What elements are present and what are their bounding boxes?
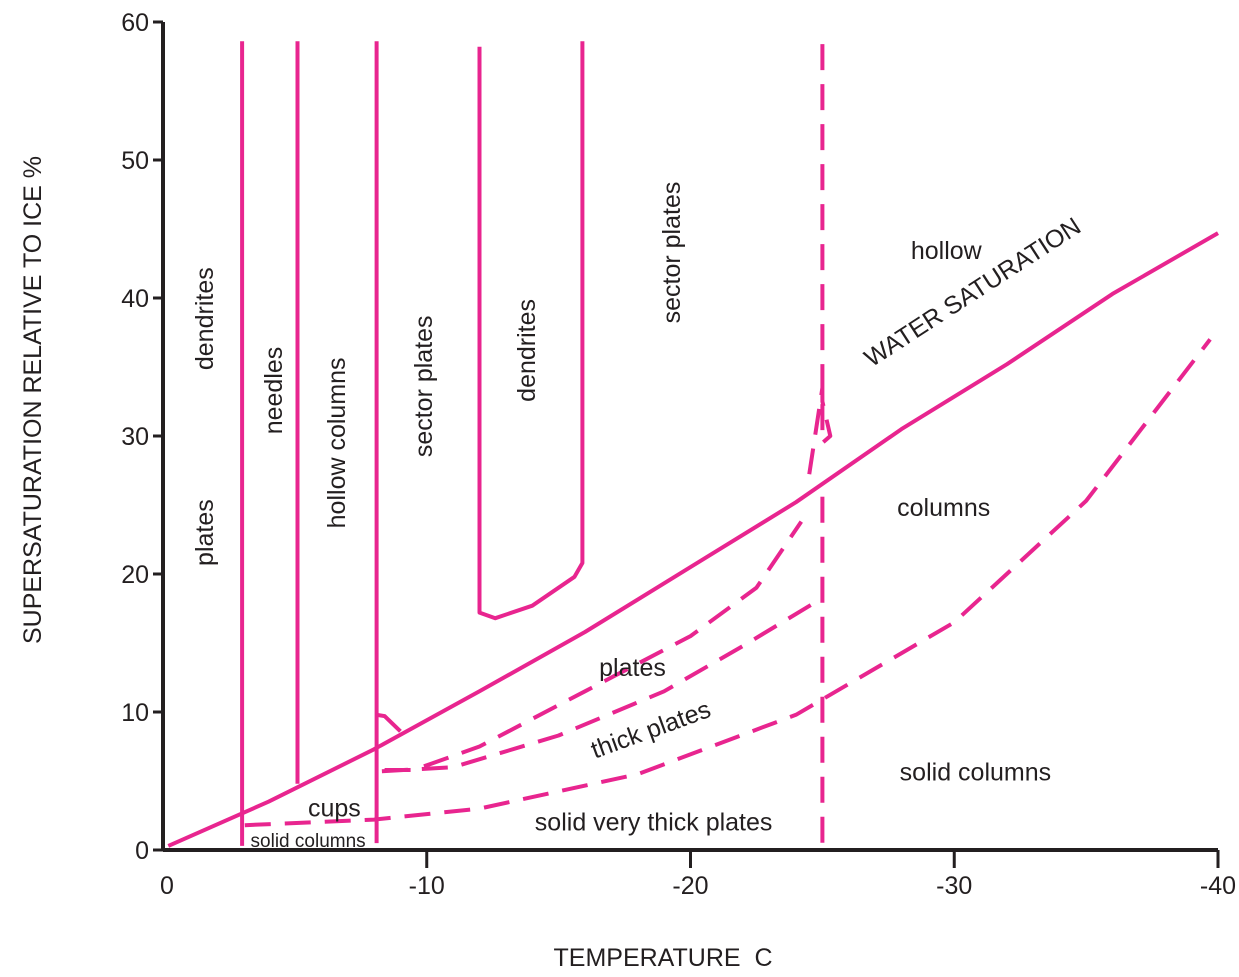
region-label: sector plates [658,182,686,324]
region-label: cups [308,795,361,823]
region-label: columns [897,494,990,522]
dashed-boundary-7 [384,520,803,772]
y-axis-title: SUPERSATURATION RELATIVE TO ICE % [19,156,47,644]
region-label: solid very thick plates [535,808,773,836]
y-tick-label: 0 [135,837,149,865]
region-label: plates [599,654,666,682]
solid-boundary-4 [376,712,402,733]
region-label: plates [191,499,219,566]
x-tick-label: -30 [936,872,972,900]
y-tick-label: 10 [121,699,149,727]
y-tick-label: 20 [121,561,149,589]
series-line-0 [167,231,1219,848]
x-tick-label: -40 [1200,872,1236,900]
x-axis-title: TEMPERATURE C [554,944,773,972]
region-label: hollow [911,237,983,265]
region-label: hollow columns [323,357,351,528]
region-label: dendrites [513,299,541,402]
region-label: solid columns [900,759,1051,787]
y-tick-label: 30 [121,423,149,451]
y-tick-label: 40 [121,285,149,313]
x-tick-label: -20 [672,872,708,900]
y-tick-label: 60 [121,9,149,37]
region-label: needles [260,347,288,435]
y-tick-label: 50 [121,147,149,175]
dashed-boundary-8 [381,602,813,774]
region-label: sector plates [410,315,438,457]
dashed-boundary-5 [802,44,833,480]
region-label: solid columns [251,831,366,852]
dashed-boundary-9 [244,338,1212,828]
region-label: dendrites [191,267,219,370]
solid-boundary-3 [477,41,585,621]
x-tick-label: -10 [409,872,445,900]
x-tick-label: 0 [160,872,174,900]
